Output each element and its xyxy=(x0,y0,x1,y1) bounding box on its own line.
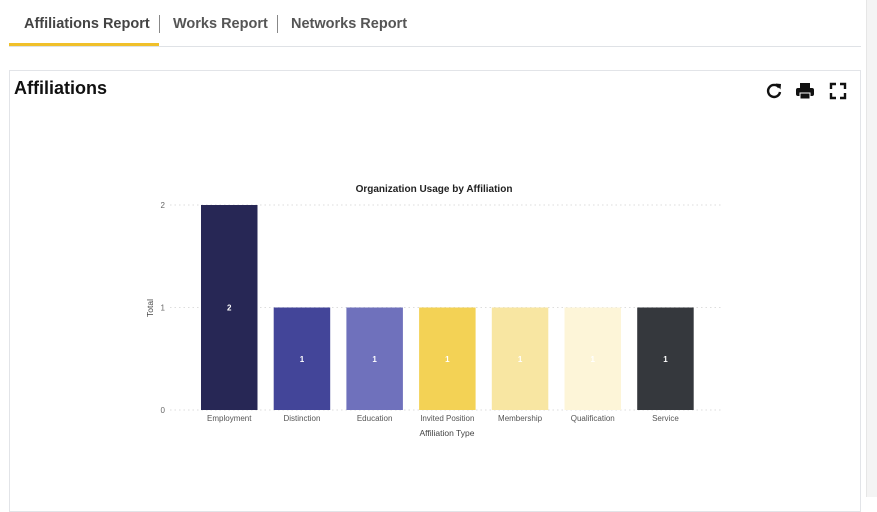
chart-title: Organization Usage by Affiliation xyxy=(356,184,513,195)
refresh-icon[interactable] xyxy=(764,81,784,101)
card-title: Affiliations xyxy=(14,78,107,98)
x-tick-label: Education xyxy=(357,414,393,423)
y-axis-label: Total xyxy=(145,299,155,317)
bar-membership[interactable] xyxy=(491,307,549,411)
data-label: 1 xyxy=(300,355,305,364)
tab-divider xyxy=(159,15,160,33)
x-tick-label: Employment xyxy=(207,414,252,423)
x-tick-label: Invited Position xyxy=(420,414,474,423)
bar-distinction[interactable] xyxy=(273,307,331,411)
data-label: 1 xyxy=(663,355,668,364)
active-tab-indicator xyxy=(9,43,159,46)
data-label: 1 xyxy=(591,355,596,364)
data-label: 2 xyxy=(227,304,232,313)
bar-invited-position[interactable] xyxy=(419,307,476,411)
data-label: 1 xyxy=(518,355,523,364)
fullscreen-icon[interactable] xyxy=(828,81,848,101)
tab-divider xyxy=(277,15,278,33)
y-tick-label: 1 xyxy=(161,304,166,313)
affiliations-card: Affiliations xyxy=(9,70,861,512)
x-tick-label: Distinction xyxy=(283,414,320,423)
tab-networks-report[interactable]: Networks Report xyxy=(291,16,408,32)
x-tick-label: Membership xyxy=(498,414,543,423)
tab-affiliations-report[interactable]: Affiliations Report xyxy=(24,16,150,32)
bar-employment[interactable] xyxy=(201,205,258,410)
data-label: 1 xyxy=(372,355,377,364)
x-axis-label: Affiliation Type xyxy=(420,428,475,438)
bar-service[interactable] xyxy=(637,307,694,411)
bar-education[interactable] xyxy=(346,307,403,411)
bar-qualification[interactable] xyxy=(564,307,622,411)
data-label: 1 xyxy=(445,355,450,364)
bar-chart: Organization Usage by Affiliation Affili… xyxy=(145,184,723,438)
y-tick-label: 0 xyxy=(161,406,166,415)
x-tick-label: Qualification xyxy=(571,414,615,423)
print-icon[interactable] xyxy=(795,81,815,101)
report-tabs: Affiliations Report Works Report Network… xyxy=(9,0,861,47)
scrollbar[interactable] xyxy=(866,0,877,497)
tab-works-report[interactable]: Works Report xyxy=(173,16,268,32)
x-tick-label: Service xyxy=(652,414,679,423)
y-tick-label: 2 xyxy=(161,201,166,210)
